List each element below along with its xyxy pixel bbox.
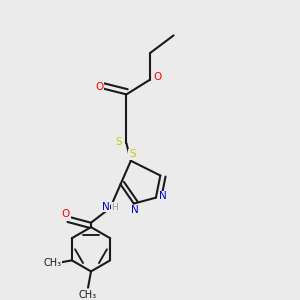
Text: N: N bbox=[131, 205, 139, 215]
Text: S: S bbox=[129, 149, 136, 159]
Text: O: O bbox=[62, 209, 70, 219]
Text: N: N bbox=[102, 202, 110, 212]
Text: S: S bbox=[116, 136, 122, 147]
Text: N: N bbox=[159, 191, 167, 201]
Text: CH₃: CH₃ bbox=[44, 258, 62, 268]
Text: O: O bbox=[153, 72, 161, 82]
Text: H: H bbox=[112, 203, 118, 212]
Text: CH₃: CH₃ bbox=[79, 290, 97, 300]
Text: O: O bbox=[96, 82, 104, 92]
